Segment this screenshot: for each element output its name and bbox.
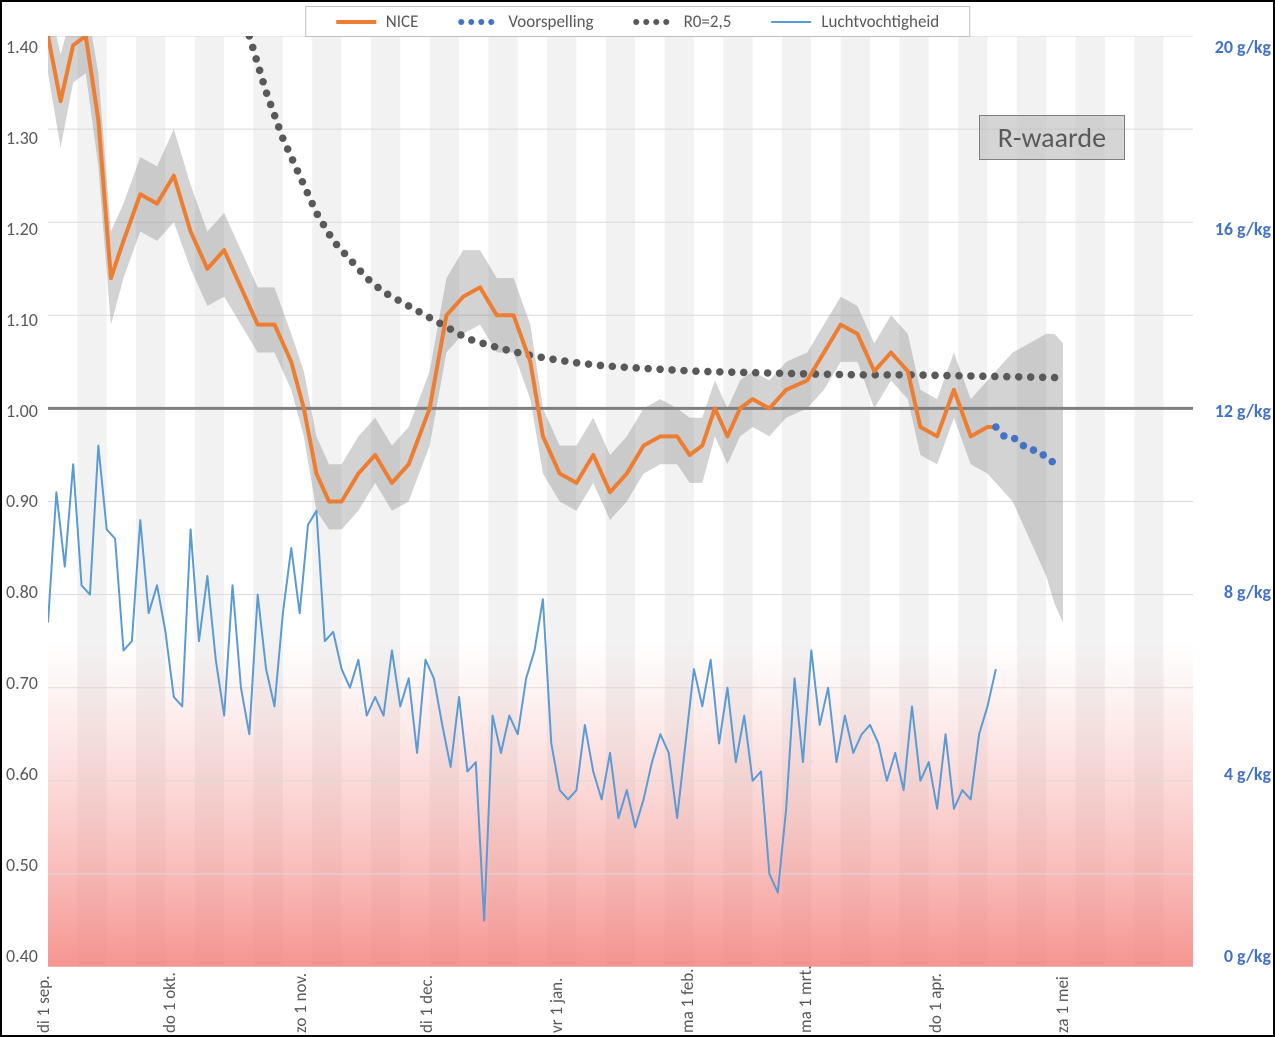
y-axis-left: 1.40 1.30 1.20 1.10 1.00 0.90 0.80 0.70 0.60 0.50…	[4, 36, 46, 967]
y-left-tick-label: 1.10	[4, 309, 46, 331]
y-right-tick-label: 20 g/kg	[1195, 36, 1271, 58]
plot-svg	[48, 36, 1193, 967]
y-left-tick-label: 1.40	[4, 36, 46, 58]
x-tick-label: do 1 okt.	[159, 972, 180, 1033]
x-tick-label: ma 1 feb.	[677, 969, 698, 1033]
x-tick-label: do 1 apr.	[925, 973, 946, 1033]
plot-area: R-waarde	[48, 36, 1193, 967]
annotation-r-waarde: R-waarde	[979, 115, 1125, 160]
y-left-tick-label: 0.90	[4, 490, 46, 512]
y-left-tick-label: 1.00	[4, 400, 46, 422]
y-left-tick-label: 0.40	[4, 945, 46, 967]
y-right-tick-label: 12 g/kg	[1195, 400, 1271, 422]
x-tick-label: di 1 sep.	[33, 976, 54, 1033]
y-right-tick-label: 4 g/kg	[1195, 763, 1271, 785]
y-left-tick-label: 1.30	[4, 127, 46, 149]
x-tick-label: ma 1 mrt.	[795, 965, 816, 1033]
legend-item: NICE	[336, 11, 419, 32]
y-left-tick-label: 1.20	[4, 218, 46, 240]
legend-label: Luchtvochtigheid	[821, 11, 939, 32]
legend-swatch	[336, 20, 376, 24]
y-left-tick-label: 0.80	[4, 581, 46, 603]
y-right-tick-label: 0 g/kg	[1195, 945, 1271, 967]
x-axis: di 1 sep.do 1 okt.zo 1 nov.di 1 dec.vr 1…	[48, 969, 1193, 1033]
legend-item: Luchtvochtigheid	[771, 11, 939, 32]
y-axis-right: 20 g/kg 16 g/kg 12 g/kg 8 g/kg 4 g/kg 0 g/kg	[1195, 36, 1271, 967]
y-right-tick-label: 16 g/kg	[1195, 218, 1271, 240]
legend-label: Voorspelling	[508, 11, 593, 32]
legend-swatch	[634, 19, 674, 25]
x-tick-label: vr 1 jan.	[546, 978, 567, 1033]
x-tick-label: za 1 mei	[1052, 976, 1073, 1033]
x-tick-label: zo 1 nov.	[290, 973, 311, 1033]
annotation-text: R-waarde	[998, 120, 1106, 155]
legend-item: R0=2,5	[634, 11, 732, 32]
y-left-tick-label: 0.70	[4, 672, 46, 694]
legend-swatch	[458, 19, 498, 25]
y-left-tick-label: 0.50	[4, 854, 46, 876]
y-left-tick-label: 0.60	[4, 763, 46, 785]
legend-label: R0=2,5	[684, 11, 732, 32]
legend: NICE Voorspelling R0=2,5 Luchtvochtigheid	[305, 6, 971, 37]
legend-swatch	[771, 21, 811, 23]
chart-container: NICE Voorspelling R0=2,5 Luchtvochtigheid 1…	[0, 0, 1275, 1037]
y-right-tick-label: 8 g/kg	[1195, 581, 1271, 603]
legend-label: NICE	[386, 11, 419, 32]
x-tick-label: di 1 dec.	[416, 975, 437, 1033]
legend-item: Voorspelling	[458, 11, 593, 32]
